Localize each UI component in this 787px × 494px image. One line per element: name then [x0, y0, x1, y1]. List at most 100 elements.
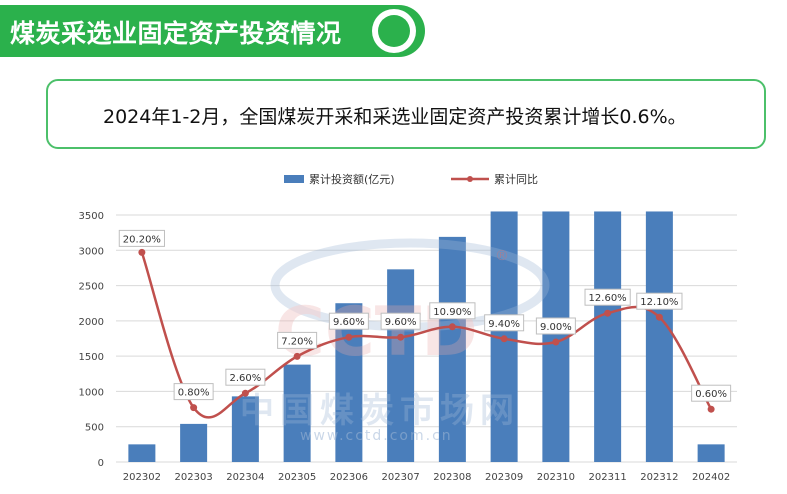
watermark-cn-name: 中国煤炭市场网	[240, 391, 520, 431]
bar	[283, 364, 311, 462]
x-tick-label: 202308	[433, 472, 471, 483]
data-label: 9.60%	[328, 312, 369, 330]
x-tick-label: 202402	[692, 472, 730, 483]
yoy-point	[552, 338, 560, 346]
data-label: 10.90%	[429, 302, 476, 320]
watermark-url: www.cctd.com.cn	[300, 428, 453, 444]
yoy-point	[293, 352, 301, 360]
bar	[180, 423, 208, 462]
data-label-text: 7.20%	[281, 336, 313, 347]
bar	[645, 211, 673, 462]
yoy-point	[707, 405, 715, 413]
data-label-box	[225, 368, 266, 386]
x-tick-label: 202309	[485, 472, 523, 483]
data-label-text: 9.60%	[333, 317, 365, 328]
data-label-text: 0.60%	[695, 389, 727, 400]
data-label-box	[277, 331, 318, 349]
yoy-point	[604, 309, 612, 317]
data-label-box	[173, 383, 214, 401]
data-label-text: 12.10%	[640, 297, 678, 308]
yoy-point	[190, 404, 198, 412]
bar	[438, 236, 466, 462]
data-label-box	[636, 292, 683, 310]
x-tick-label: 202312	[640, 472, 678, 483]
bar	[231, 396, 259, 462]
data-label: 9.00%	[535, 317, 576, 335]
yoy-point	[345, 333, 353, 341]
data-label-text: 10.90%	[433, 307, 471, 318]
x-tick-label: 202305	[278, 472, 316, 483]
data-label: 0.80%	[173, 383, 214, 401]
page-title: 煤炭采选业固定资产投资情况	[10, 19, 342, 48]
title-circle-icon	[372, 9, 416, 53]
yoy-line	[138, 248, 715, 419]
summary-text: 2024年1-2月，全国煤炭开采和采选业固定资产投资累计增长0.6%。	[103, 106, 687, 128]
data-label-box	[535, 317, 576, 335]
x-axis: 202302 202303 202304 202305 202306 202307 2023…	[123, 472, 730, 483]
x-tick-label: 202302	[123, 472, 161, 483]
data-label-text: 9.00%	[540, 322, 572, 333]
data-label-box	[328, 312, 369, 330]
data-label-text: 20.20%	[123, 234, 161, 245]
y-tick-label: 1000	[79, 387, 104, 398]
summary-box: 2024年1-2月，全国煤炭开采和采选业固定资产投资累计增长0.6%。	[46, 79, 766, 149]
data-label-text: 2.60%	[229, 373, 261, 384]
data-label: 12.60%	[584, 288, 631, 306]
yoy-point	[138, 248, 146, 256]
data-label: 12.10%	[636, 292, 683, 310]
y-tick-label: 2000	[79, 317, 104, 328]
bar	[542, 211, 570, 462]
data-label-box	[118, 229, 165, 247]
x-tick-label: 202311	[589, 472, 627, 483]
grid-lines	[116, 214, 737, 463]
data-label-box	[429, 302, 476, 320]
data-label: 9.60%	[380, 312, 421, 330]
y-tick-label: 2500	[79, 282, 104, 293]
y-tick-label: 0	[98, 458, 104, 469]
legend-bar-label: 累计投资额(亿元)	[309, 172, 395, 186]
y-tick-label: 3500	[79, 211, 104, 222]
x-tick-label: 202306	[330, 472, 368, 483]
data-label: 20.20%	[118, 229, 165, 247]
data-label: 9.40%	[484, 314, 525, 332]
bars	[128, 211, 725, 462]
data-labels: 20.20% 0.80% 2.60% 7.20% 9.60% 9.60% 10.90% 9.4…	[118, 229, 732, 402]
yoy-point	[500, 335, 508, 343]
y-axis: 0 500 1000 1500 2000 2500 3000 3500	[79, 211, 104, 469]
bar	[697, 444, 725, 462]
data-label-box	[691, 384, 732, 402]
data-label-text: 9.60%	[385, 317, 417, 328]
x-tick-label: 202307	[382, 472, 420, 483]
yoy-point	[241, 389, 249, 397]
y-tick-label: 3000	[79, 246, 104, 257]
bar	[128, 444, 156, 462]
legend-line-label: 累计同比	[494, 173, 538, 186]
yoy-point	[448, 323, 456, 331]
watermark-registered: ®	[495, 248, 509, 264]
data-label-box	[380, 312, 421, 330]
data-label-box	[484, 314, 525, 332]
bar	[594, 211, 622, 462]
x-tick-label: 202303	[175, 472, 213, 483]
yoy-line-path	[140, 252, 713, 419]
x-tick-label: 202304	[226, 472, 264, 483]
data-label: 2.60%	[225, 368, 266, 386]
data-label: 7.20%	[277, 331, 318, 349]
title-banner: 煤炭采选业固定资产投资情况	[0, 5, 425, 57]
legend: 累计投资额(亿元) 累计同比	[284, 172, 538, 186]
bar	[387, 269, 415, 462]
data-label: 0.60%	[691, 384, 732, 402]
title-circle-inner	[378, 15, 410, 47]
data-label-text: 0.80%	[178, 388, 210, 399]
legend-bar-swatch	[284, 175, 304, 183]
yoy-point	[397, 333, 405, 341]
data-label-box	[584, 288, 631, 306]
legend-line-marker	[467, 176, 473, 182]
data-label-text: 9.40%	[488, 319, 520, 330]
data-label-text: 12.60%	[589, 293, 627, 304]
x-tick-label: 202310	[537, 472, 575, 483]
y-tick-label: 500	[85, 423, 104, 434]
yoy-point	[655, 313, 663, 321]
y-tick-label: 1500	[79, 352, 104, 363]
